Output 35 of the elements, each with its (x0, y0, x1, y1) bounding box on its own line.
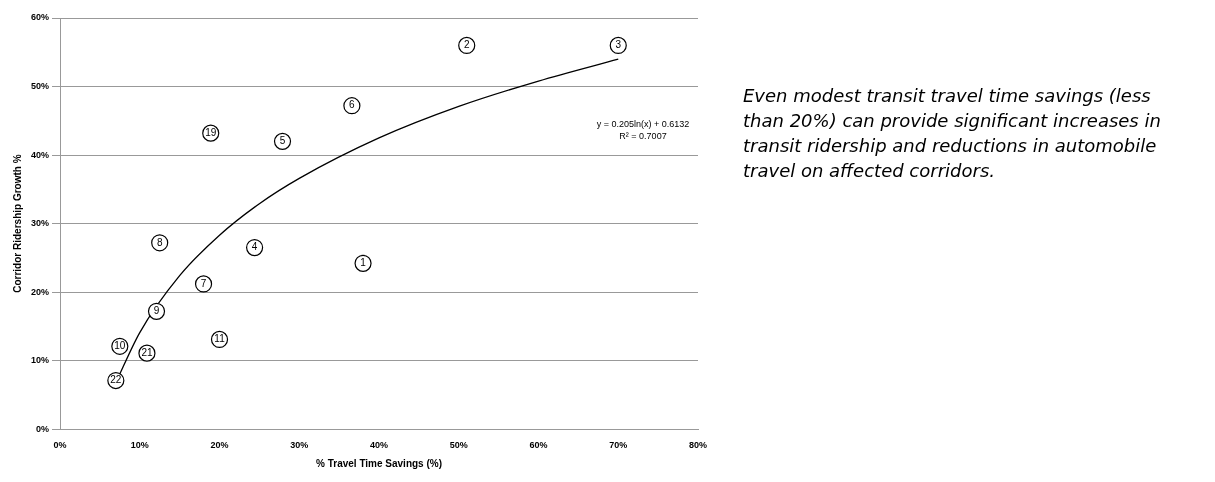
annotation: 3 (615, 39, 622, 51)
annotation: y = 0.205ln(x) + 0.6132 (596, 119, 690, 130)
annotation: 1 (360, 257, 367, 269)
y-tick-label: 40% (31, 149, 50, 160)
annotation: 5 (279, 135, 286, 147)
y-axis-title: Corridor Ridership Growth % (11, 154, 23, 293)
annotation: 6 (349, 99, 356, 111)
x-tick-label: 50% (449, 440, 468, 451)
annotation: 11 (214, 333, 226, 345)
annotation: 7 (200, 277, 207, 289)
annotation: R² = 0.7007 (619, 131, 667, 142)
y-tick-label: 50% (31, 81, 50, 92)
text: Even modest transit travel time savings (less than 20%) can provide significant increases in transit ridership and reductions in automobile travel on affected corridors. (743, 84, 1162, 183)
annotation: 10 (114, 340, 126, 352)
y-tick-label: 10% (31, 355, 50, 366)
y-tick-label: 20% (31, 286, 50, 297)
x-tick-label: 40% (370, 440, 389, 451)
x-tick-label: 30% (290, 440, 309, 451)
annotation: 19 (205, 126, 217, 138)
annotation: 8 (156, 236, 163, 248)
annotation: 21 (141, 346, 153, 358)
annotation: 4 (251, 241, 258, 253)
y-tick-label: 0% (36, 423, 50, 434)
x-tick-label: 80% (688, 440, 708, 451)
annotation: 2 (463, 39, 470, 51)
x-tick-label: 20% (210, 440, 229, 451)
y-tick-label: 30% (31, 218, 50, 229)
x-tick-label: 70% (609, 440, 628, 451)
annotation: 22 (110, 374, 122, 386)
x-tick-label: 60% (529, 440, 548, 451)
x-tick-label: 10% (130, 440, 149, 451)
y-tick-label: 60% (31, 12, 50, 23)
x-tick-label: 0% (53, 440, 67, 451)
annotation: 9 (153, 305, 160, 317)
x-axis-title: % Travel Time Savings (%) (316, 457, 442, 469)
